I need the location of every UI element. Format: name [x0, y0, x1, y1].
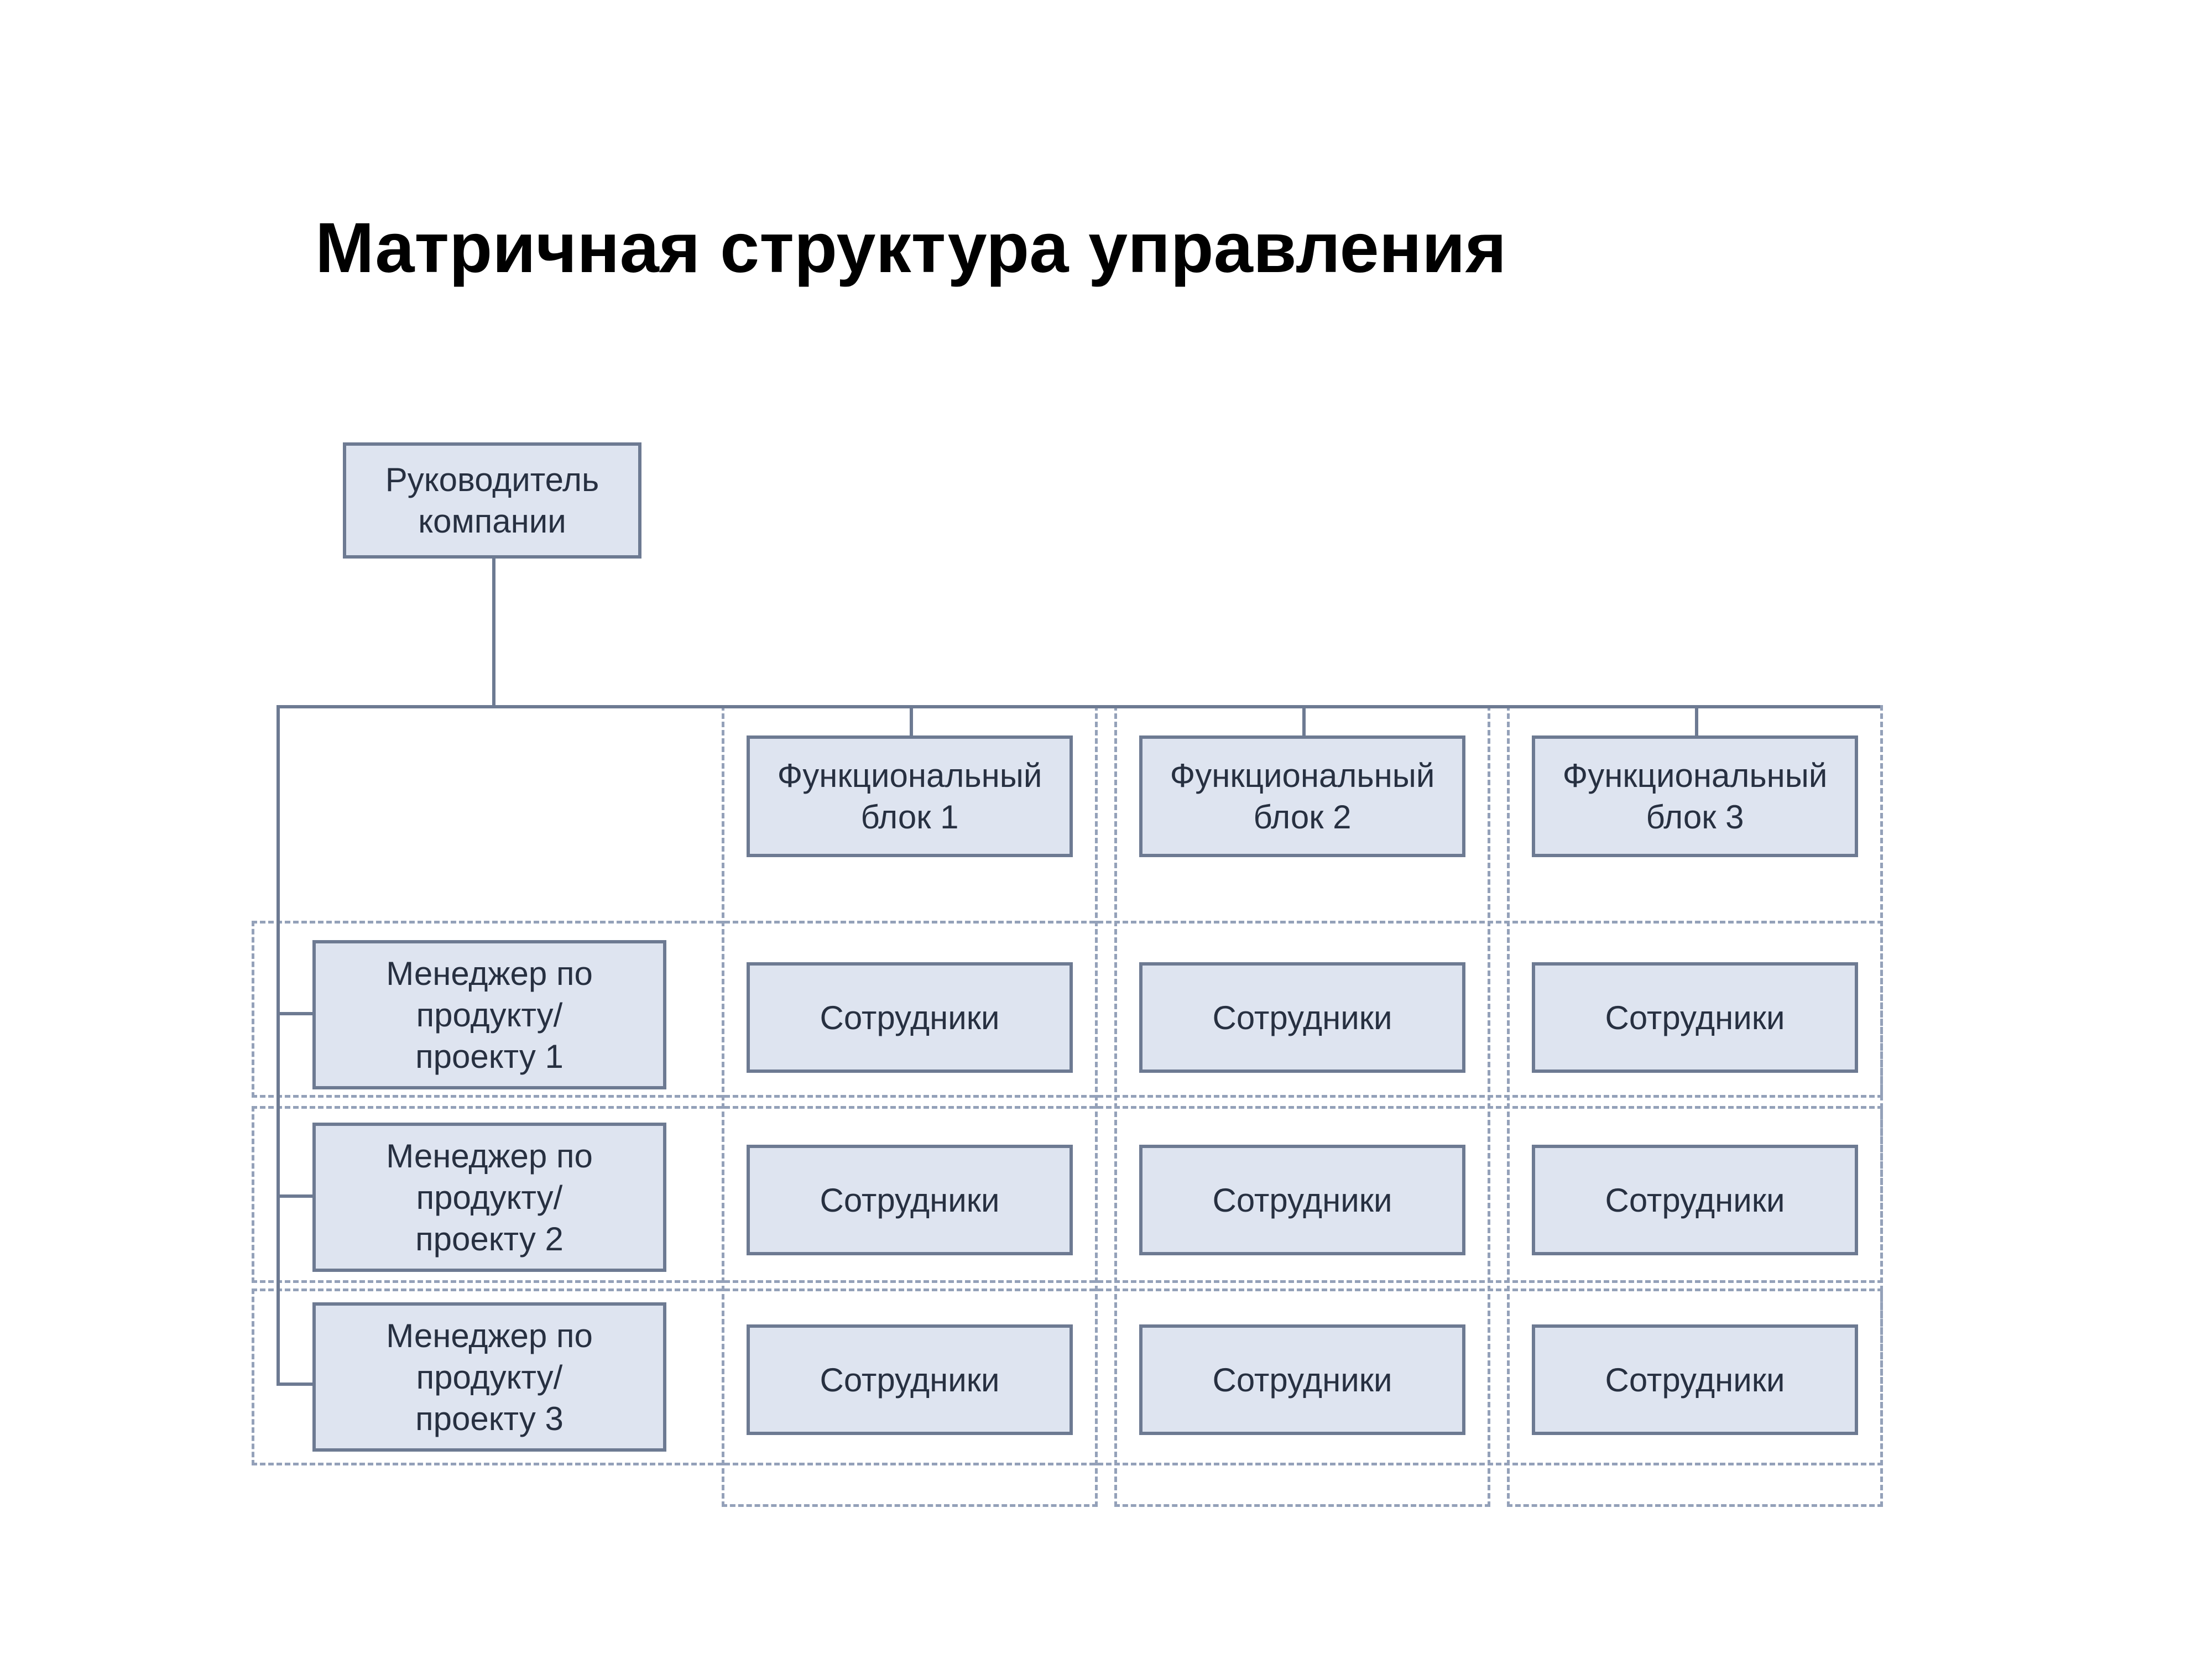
connector-line-6	[910, 705, 913, 735]
leader-box: Руководитель компании	[343, 442, 641, 559]
connector-line-7	[1302, 705, 1306, 735]
connector-line-5	[276, 1383, 312, 1386]
page-title: Матричная структура управления	[315, 207, 1506, 289]
connector-line-3	[276, 1012, 312, 1015]
connector-line-0	[492, 559, 495, 705]
manager-box-3: Менеджер по продукту/ проекту 3	[312, 1302, 666, 1452]
employee-box-r2-c2: Сотрудники	[1139, 1145, 1465, 1255]
connector-line-4	[276, 1194, 312, 1198]
employee-box-r2-c1: Сотрудники	[747, 1145, 1073, 1255]
functional-block-3: Функциональный блок 3	[1532, 735, 1858, 857]
employee-box-r3-c1: Сотрудники	[747, 1324, 1073, 1435]
functional-block-2: Функциональный блок 2	[1139, 735, 1465, 857]
employee-box-r1-c1: Сотрудники	[747, 962, 1073, 1073]
employee-box-r3-c3: Сотрудники	[1532, 1324, 1858, 1435]
employee-box-r1-c3: Сотрудники	[1532, 962, 1858, 1073]
employee-box-r3-c2: Сотрудники	[1139, 1324, 1465, 1435]
employee-box-r2-c3: Сотрудники	[1532, 1145, 1858, 1255]
employee-box-r1-c2: Сотрудники	[1139, 962, 1465, 1073]
connector-line-2	[276, 705, 280, 1385]
manager-box-1: Менеджер по продукту/ проекту 1	[312, 940, 666, 1089]
connector-line-8	[1695, 705, 1698, 735]
manager-box-2: Менеджер по продукту/ проекту 2	[312, 1123, 666, 1272]
connector-line-1	[276, 705, 1880, 708]
functional-block-1: Функциональный блок 1	[747, 735, 1073, 857]
